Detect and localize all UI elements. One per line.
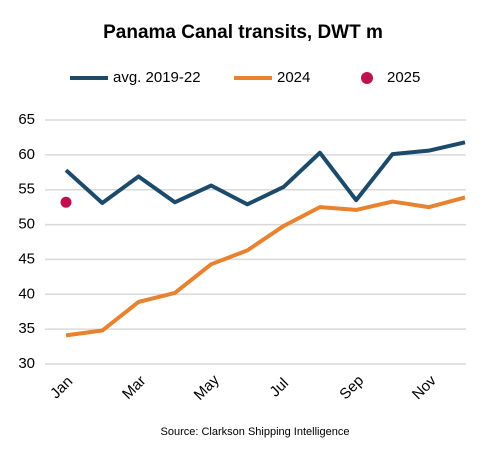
y-tick-label: 30 [18, 355, 35, 372]
x-tick-label: Jul [266, 375, 292, 401]
legend-label: avg. 2019-22 [113, 69, 201, 86]
y-tick-label: 50 [18, 216, 35, 233]
y-tick-label: 55 [18, 181, 35, 198]
legend-label: 2024 [277, 69, 310, 86]
x-tick-label: Jan [47, 373, 76, 402]
y-tick-label: 65 [18, 111, 35, 128]
source-note: Source: Clarkson Shipping Intelligence [161, 426, 350, 438]
legend-marker [361, 72, 373, 84]
x-tick-label: May [191, 371, 223, 403]
data-point [60, 196, 72, 208]
series-line [64, 140, 466, 207]
series-line [65, 195, 466, 338]
chart-title: Panama Canal transits, DWT m [103, 22, 383, 43]
y-tick-label: 60 [18, 146, 35, 163]
x-tick-label: Nov [409, 372, 440, 403]
y-tick-label: 35 [18, 320, 35, 337]
x-tick-label: Sep [336, 372, 367, 403]
legend-label: 2025 [387, 69, 420, 86]
x-tick-label: Mar [119, 372, 149, 402]
y-tick-label: 40 [18, 285, 35, 302]
y-tick-label: 45 [18, 250, 35, 267]
